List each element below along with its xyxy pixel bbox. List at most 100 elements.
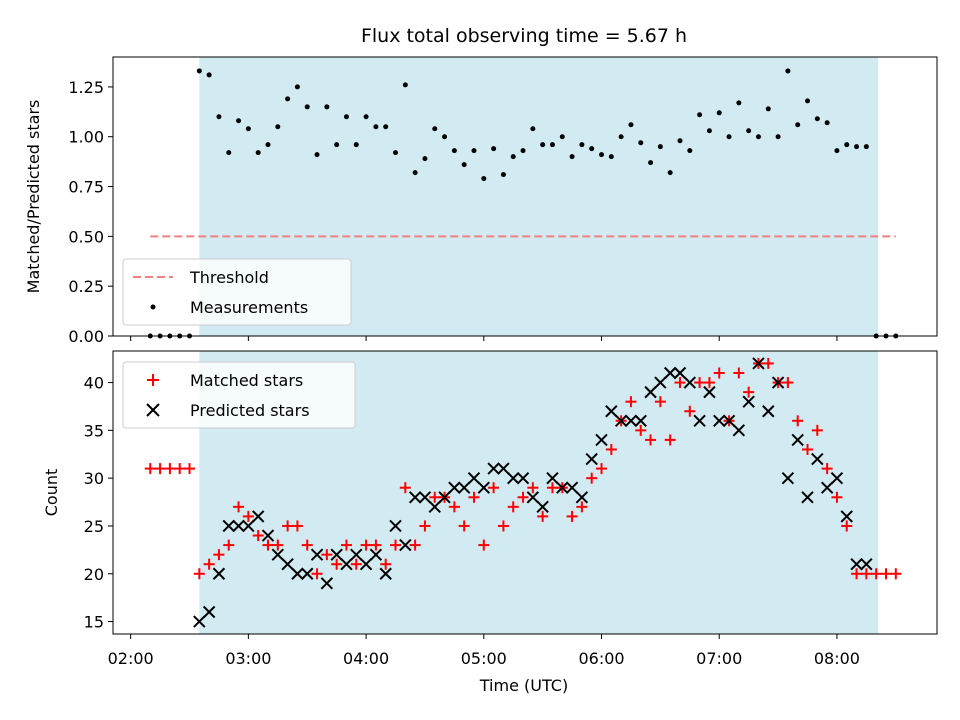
matched-star-point (880, 568, 892, 580)
matched-star-point (537, 510, 549, 522)
predicted-star-point (418, 491, 432, 504)
predicted-star-point (732, 424, 746, 437)
measurement-point (648, 160, 654, 166)
matched-star-point (870, 568, 882, 580)
x-tick-label: 02:00 (108, 649, 154, 668)
predicted-star-point (212, 567, 226, 580)
legend-measurements-swatch (150, 304, 156, 310)
matched-star-point (762, 357, 774, 369)
predicted-star-point (605, 405, 618, 418)
matched-star-point (811, 424, 823, 436)
measurement-point (814, 116, 820, 122)
measurement-point (393, 150, 399, 156)
measurement-point (726, 134, 732, 140)
matched-star-point (890, 568, 902, 580)
matched-star-point (664, 434, 676, 446)
matched-star-point (733, 367, 745, 379)
matched-star-point (213, 549, 225, 561)
bottom-legend: Matched stars Predicted stars (122, 361, 356, 429)
predicted-star-point (820, 481, 834, 494)
predicted-star-point (251, 510, 265, 523)
y-tick-label: 0.75 (68, 178, 104, 197)
measurement-point (589, 146, 595, 152)
predicted-star-point (369, 548, 383, 561)
measurement-point (844, 142, 850, 148)
measurement-point (569, 154, 575, 160)
predicted-star-point (546, 471, 559, 485)
predicted-star-point (771, 376, 785, 389)
bottom-axes-frame (112, 350, 938, 635)
predicted-star-point (448, 481, 461, 494)
measurement-point (863, 144, 869, 150)
measurement-point (510, 154, 516, 160)
measurement-point (706, 128, 712, 134)
predicted-star-point (850, 557, 863, 571)
matched-star-point (360, 539, 372, 551)
matched-star-point (350, 558, 362, 570)
predicted-star-point (654, 376, 667, 389)
legend-matched-swatch (147, 374, 159, 386)
measurement-point (657, 144, 663, 150)
measurement-point (255, 150, 261, 156)
measurement-point (716, 110, 722, 116)
matched-star-point (841, 520, 853, 532)
bottom-panel: 15 20 25 30 35 40 02:00 03:00 04:00 05:00 06:00 07… (42, 350, 938, 695)
predicted-star-point (663, 366, 677, 380)
predicted-star-point (477, 481, 491, 494)
predicted-star-point (291, 567, 304, 580)
legend-matched-label: Matched stars (190, 371, 303, 390)
top-axes-frame (112, 56, 938, 337)
predicted-star-point (644, 385, 657, 399)
matched-star-point (164, 463, 176, 475)
matched-star-point (331, 558, 343, 570)
matched-star-point (654, 396, 666, 408)
predicted-star-point (408, 491, 422, 504)
predicted-star-point (536, 500, 549, 514)
measurement-point (373, 124, 379, 130)
matched-star-point (821, 463, 833, 475)
measurement-point (402, 82, 408, 88)
measurement-point (628, 122, 634, 128)
matched-star-point (497, 520, 509, 532)
predicted-star-point (271, 548, 285, 561)
predicted-star-point (556, 481, 569, 494)
y-tick-label: 0.00 (68, 327, 104, 346)
matched-star-point (635, 424, 647, 436)
measurement-point (216, 114, 222, 120)
y-tick-label: 30 (84, 469, 104, 488)
chart-title: Flux total observing time = 5.67 h (361, 25, 687, 47)
measurement-point (324, 104, 330, 110)
matched-star-point (223, 539, 235, 551)
measurement-point (608, 154, 614, 160)
bottom-legend-box (122, 361, 356, 429)
matched-star-point (184, 463, 196, 475)
measurement-point (500, 172, 506, 178)
measurement-point (471, 148, 477, 154)
matched-star-point (282, 520, 294, 532)
top-x-ticks (130, 336, 838, 341)
matched-star-point (448, 501, 460, 513)
y-tick-label: 1.25 (68, 78, 104, 97)
matched-star-point (193, 568, 205, 580)
matched-star-point (340, 539, 352, 551)
matched-star-point (203, 558, 215, 570)
matched-star-point (782, 377, 794, 389)
x-axis-label: Time (UTC) (479, 676, 568, 695)
top-y-axis-label: Matched/Predicted stars (24, 100, 43, 294)
matched-star-point (743, 386, 755, 398)
matched-star-point (703, 377, 715, 389)
measurement-point (618, 134, 624, 140)
predicted-star-point (428, 500, 441, 514)
predicted-star-point (507, 471, 520, 485)
predicted-star-point (320, 577, 334, 590)
predicted-star-point (301, 567, 314, 580)
matched-star-point (154, 463, 166, 475)
measurement-point (432, 126, 438, 132)
predicted-star-markers (193, 357, 873, 628)
matched-star-point (694, 377, 706, 389)
matched-star-point (144, 463, 156, 475)
bottom-y-ticks: 15 20 25 30 35 40 (84, 374, 113, 632)
predicted-star-point (830, 471, 844, 485)
measurement-point (461, 162, 467, 168)
